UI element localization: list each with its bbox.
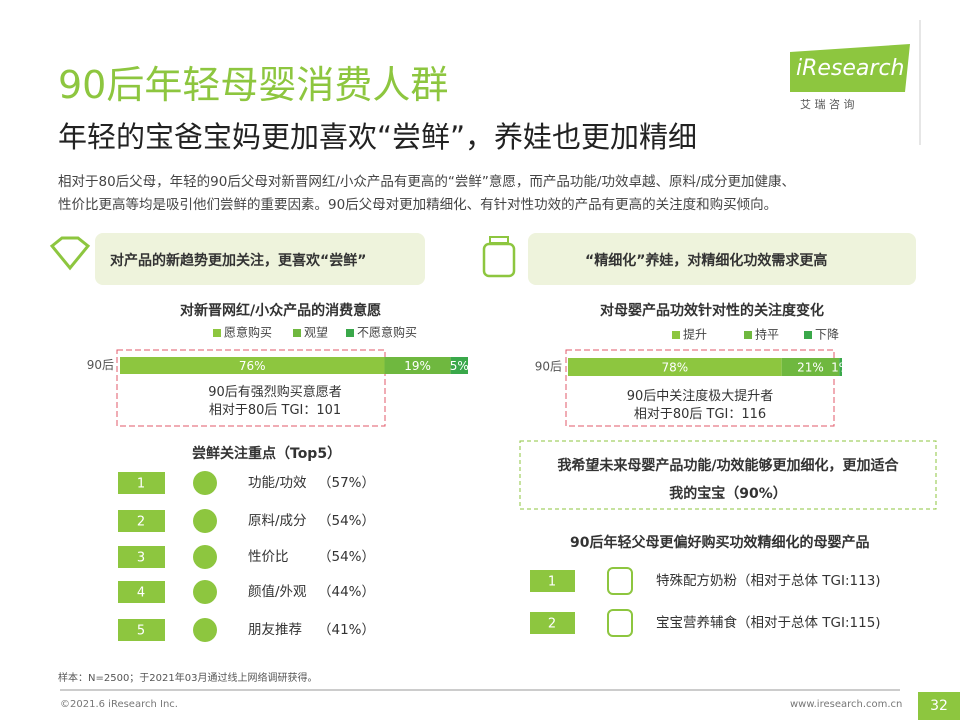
rank: 2 xyxy=(548,617,556,632)
logo-shape xyxy=(790,44,910,92)
item-icon xyxy=(607,567,633,595)
data-label: 76% xyxy=(239,359,266,373)
banner-text: 对产品的新趋势更加关注，更喜欢“尝鲜” xyxy=(110,253,367,269)
legend-swatch xyxy=(213,329,221,337)
category-label: 90后 xyxy=(87,358,114,372)
rank-box xyxy=(118,510,165,532)
bar-segment xyxy=(384,357,451,374)
bar-segment xyxy=(839,358,842,376)
rank-box xyxy=(118,472,165,494)
list-title: 90后年轻父母更偏好购买功效精细化的母婴产品 xyxy=(570,535,870,551)
rank: 1 xyxy=(137,477,145,492)
rank-box xyxy=(118,581,165,603)
logo-cn: 艾 瑞 咨 询 xyxy=(800,98,855,111)
chart-title: 对新晋网红/小众产品的消费意愿 xyxy=(180,303,382,319)
data-label: 5% xyxy=(450,359,469,373)
bar-segment xyxy=(120,357,385,374)
item-value: （41%） xyxy=(318,622,375,638)
category-label: 90后 xyxy=(535,360,562,374)
rank: 2 xyxy=(137,515,145,530)
highlight: 我的宝宝（90%） xyxy=(669,486,787,502)
legend-swatch xyxy=(744,331,752,339)
item-label: 特殊配方奶粉（相对于总体 TGI:113) xyxy=(656,573,881,589)
rank: 5 xyxy=(137,624,145,639)
intro: 相对于80后父母，年轻的90后父母对新晋网红/小众产品有更高的“尝鲜”意愿，而产… xyxy=(58,174,795,190)
item-icon xyxy=(193,618,217,642)
item-label: 朋友推荐 xyxy=(248,622,302,638)
diamond-icon xyxy=(49,236,91,271)
page-number: 32 xyxy=(918,692,960,720)
highlight: 我希望未来母婴产品功能/功效能够更加细化，更加适合 xyxy=(557,458,899,474)
rank-box xyxy=(118,546,165,568)
annotation: 相对于80后 TGI：116 xyxy=(633,407,767,422)
item-value: （54%） xyxy=(318,549,375,565)
legend-label: 愿意购买 xyxy=(224,325,272,340)
item-icon xyxy=(193,545,217,569)
logo: iResearch xyxy=(796,56,905,81)
list-title: 尝鲜关注重点（Top5） xyxy=(192,446,342,462)
legend-swatch xyxy=(672,331,680,339)
legend-label: 下降 xyxy=(815,328,839,342)
item-label: 原料/成分 xyxy=(248,513,307,529)
annotation-box xyxy=(565,349,835,427)
legend-label: 观望 xyxy=(304,326,328,340)
bar-segment xyxy=(568,358,782,376)
title: 90后年轻母婴消费人群 xyxy=(58,63,449,107)
annotation-box xyxy=(116,349,386,427)
rank: 3 xyxy=(137,551,145,566)
item-icon xyxy=(193,509,217,533)
item-label: 宝宝营养辅食（相对于总体 TGI:115) xyxy=(656,614,881,631)
legend-swatch xyxy=(346,329,354,337)
item-label: 颜值/外观 xyxy=(248,584,307,600)
banner-bg xyxy=(528,233,916,285)
subtitle: 年轻的宝爸宝妈更加喜欢“尝鲜”，养娃也更加精细 xyxy=(58,120,698,154)
intro: 性价比更高等均是吸引他们尝鲜的重要因素。90后父母对更加精细化、有针对性功效的产… xyxy=(58,197,778,213)
rank: 4 xyxy=(137,586,145,601)
banner-bg xyxy=(95,233,425,285)
legend-label: 不愿意购买 xyxy=(357,325,417,340)
item-icon xyxy=(607,609,633,637)
legend-label: 提升 xyxy=(683,327,707,342)
chart-title: 对母婴产品功效针对性的关注度变化 xyxy=(600,303,824,319)
rank: 1 xyxy=(548,575,556,590)
item-value: （54%） xyxy=(318,513,375,529)
bar-segment xyxy=(781,358,840,376)
rank-box xyxy=(530,570,575,592)
item-icon xyxy=(193,580,217,604)
url: www.iresearch.com.cn xyxy=(790,699,903,710)
annotation: 相对于80后 TGI：101 xyxy=(208,403,342,418)
data-label: 21% xyxy=(797,361,824,375)
item-value: （44%） xyxy=(318,584,375,600)
copyright: ©2021.6 iResearch Inc. xyxy=(60,699,178,710)
legend-swatch xyxy=(293,329,301,337)
jar-icon xyxy=(489,236,509,244)
item-label: 功能/功效 xyxy=(248,475,307,491)
data-label: 1% xyxy=(831,361,850,375)
rank-box xyxy=(118,619,165,641)
highlight-box xyxy=(519,440,937,510)
rank-box xyxy=(530,612,575,634)
item-icon xyxy=(193,471,217,495)
banner-text: “精细化”养娃，对精细化功效需求更高 xyxy=(585,253,828,269)
item-label: 性价比 xyxy=(248,549,289,565)
data-label: 78% xyxy=(662,361,689,375)
jar-icon xyxy=(482,242,516,278)
footnote: 样本：N=2500；于2021年03月通过线上网络调研获得。 xyxy=(58,673,318,684)
data-label: 19% xyxy=(404,359,431,373)
bar-segment xyxy=(450,357,468,374)
legend-swatch xyxy=(804,331,812,339)
annotation: 90后中关注度极大提升者 xyxy=(626,389,774,404)
legend-label: 持平 xyxy=(755,327,779,342)
item-value: （57%） xyxy=(318,475,375,491)
annotation: 90后有强烈购买意愿者 xyxy=(208,385,342,400)
